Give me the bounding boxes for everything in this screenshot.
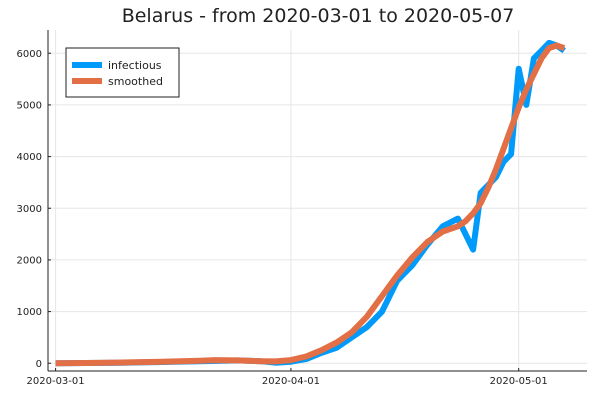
legend-label-smoothed: smoothed xyxy=(108,75,163,88)
y-tick-label: 3000 xyxy=(17,204,42,215)
y-tick-label: 6000 xyxy=(17,49,42,60)
legend-box xyxy=(65,47,180,98)
y-tick-label: 0 xyxy=(36,359,42,370)
y-tick-label: 5000 xyxy=(17,100,42,111)
series-line-smoothed xyxy=(55,42,566,367)
axes: 0 1000 2000 3000 4000 5000 6000 2020-03-01 2020-… xyxy=(17,30,587,387)
x-tick-label: 2020-03-01 xyxy=(27,376,85,387)
series-group xyxy=(55,39,566,367)
y-tick-label: 2000 xyxy=(17,255,42,266)
legend: infectious smoothed xyxy=(65,47,180,98)
legend-label-infectious: infectious xyxy=(108,59,162,72)
x-tick-label: 2020-05-01 xyxy=(490,376,548,387)
chart-title: Belarus - from 2020-03-01 to 2020-05-07 xyxy=(122,5,515,27)
y-tick-label: 1000 xyxy=(17,307,42,318)
y-tick-label: 4000 xyxy=(17,152,42,163)
x-tick-label: 2020-04-01 xyxy=(262,376,320,387)
